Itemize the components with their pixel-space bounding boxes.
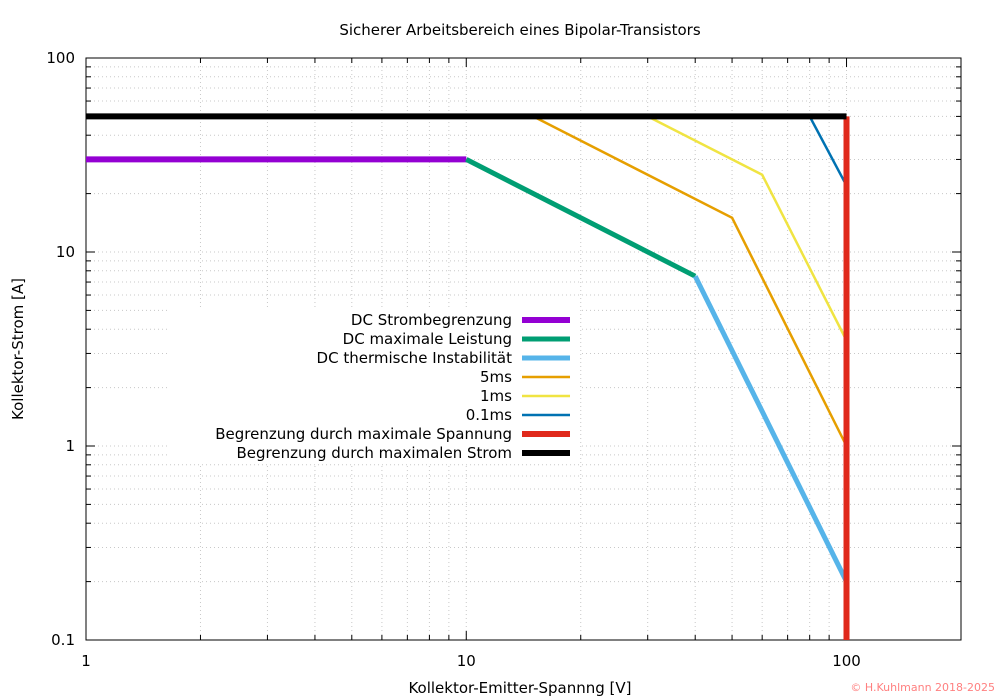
credit-text: © H.Kuhlmann 2018-2025 bbox=[850, 681, 995, 694]
y-tick-label: 0.1 bbox=[51, 631, 75, 649]
series-line-5 bbox=[808, 115, 848, 187]
series-line-2 bbox=[692, 275, 849, 583]
x-tick-label: 10 bbox=[457, 652, 476, 670]
series-lines bbox=[86, 113, 850, 640]
chart-title: Sicherer Arbeitsbereich eines Bipolar-Tr… bbox=[339, 21, 701, 39]
legend-label: Begrenzung durch maximalen Strom bbox=[236, 444, 512, 462]
series-line-1 bbox=[465, 157, 697, 279]
y-tick-label: 10 bbox=[56, 243, 75, 261]
plot-frame bbox=[85, 57, 962, 641]
legend-label: 0.1ms bbox=[466, 406, 512, 424]
y-tick-label: 1 bbox=[65, 437, 75, 455]
legend-label: DC thermische Instabilität bbox=[317, 349, 513, 367]
series-line-4 bbox=[647, 115, 848, 342]
x-tick-label: 1 bbox=[81, 652, 91, 670]
legend-label: 1ms bbox=[480, 387, 512, 405]
legend-label: DC maximale Leistung bbox=[343, 330, 512, 348]
x-axis-label: Kollektor-Emitter-Spannng [V] bbox=[408, 679, 631, 697]
x-tick-label: 100 bbox=[832, 652, 861, 670]
legend-label: 5ms bbox=[480, 368, 512, 386]
legend-label: Begrenzung durch maximale Spannung bbox=[215, 425, 512, 443]
series-line-3 bbox=[532, 115, 848, 447]
legend-label: DC Strombegrenzung bbox=[351, 311, 512, 329]
y-axis-label: Kollektor-Strom [A] bbox=[9, 278, 27, 420]
legend-box bbox=[170, 308, 580, 463]
tick-labels: 1 10 100 0.1 1 10 100 bbox=[46, 49, 860, 670]
y-tick-label: 100 bbox=[46, 49, 75, 67]
